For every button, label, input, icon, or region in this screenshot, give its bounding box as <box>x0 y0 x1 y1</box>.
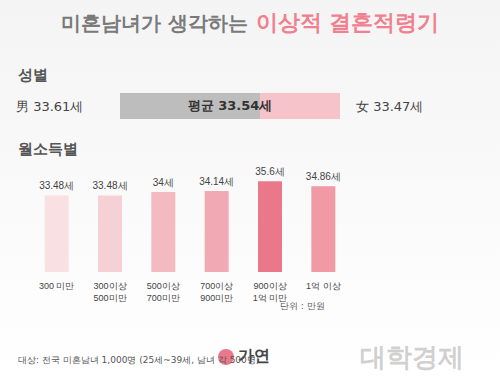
html-text:미혼남녀가 생각하는 이상적 결혼적령기: 미혼남녀가 생각하는 이상적 결혼적령기 <box>60 10 440 35</box>
html-text:성별: 성별 <box>18 66 48 84</box>
html-text:男 33.61세: 男 33.61세 <box>16 99 84 114</box>
svg-text:500이상: 500이상 <box>147 281 180 291</box>
svg-text:35.6세: 35.6세 <box>255 166 284 177</box>
svg-text:300이상: 300이상 <box>93 281 126 291</box>
svg-text:900이상: 900이상 <box>253 281 286 291</box>
html-text:대학경제: 대학경제 <box>360 342 464 372</box>
svg-text:33.48세: 33.48세 <box>39 180 74 191</box>
svg-text:34.86세: 34.86세 <box>306 171 341 182</box>
html-text:월소득별: 월소득별 <box>18 140 78 158</box>
svg-text:34세: 34세 <box>153 177 174 188</box>
svg-text:34.14세: 34.14세 <box>199 176 234 187</box>
svg-text:900미만: 900미만 <box>200 293 233 303</box>
html-text:女 33.47세: 女 33.47세 <box>356 99 424 114</box>
svg-text:700미만: 700미만 <box>147 293 180 303</box>
svg-text:33.48세: 33.48세 <box>92 180 127 191</box>
svg-text:500미만: 500미만 <box>93 293 126 303</box>
html-text:가연: 가연 <box>238 346 270 365</box>
html-text:대상: 전국 미혼남녀 1,000명 (25세~39세, 남: 대상: 전국 미혼남녀 1,000명 (25세~39세, 남녀 각 500명) <box>18 355 260 365</box>
html-text:단위 : 만원: 단위 : 만원 <box>280 301 325 311</box>
svg-text:700이상: 700이상 <box>200 281 233 291</box>
svg-text:1억 이상: 1억 이상 <box>306 281 341 291</box>
svg-text:1억 미만: 1억 미만 <box>252 293 288 303</box>
html-text:평균 33.54세: 평균 33.54세 <box>187 98 273 113</box>
svg-text:300 미만: 300 미만 <box>39 281 75 291</box>
